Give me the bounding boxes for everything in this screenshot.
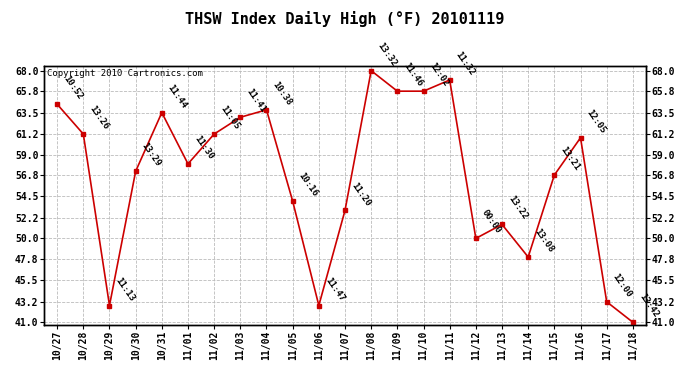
Text: THSW Index Daily High (°F) 20101119: THSW Index Daily High (°F) 20101119 bbox=[186, 11, 504, 27]
Text: 11:20: 11:20 bbox=[349, 180, 372, 208]
Text: 12:00: 12:00 bbox=[611, 272, 633, 299]
Text: 13:42: 13:42 bbox=[637, 292, 660, 320]
Text: 13:21: 13:21 bbox=[558, 145, 581, 172]
Text: 13:08: 13:08 bbox=[533, 227, 555, 254]
Text: 12:05: 12:05 bbox=[584, 108, 607, 135]
Text: Copyright 2010 Cartronics.com: Copyright 2010 Cartronics.com bbox=[47, 69, 203, 78]
Text: 11:41: 11:41 bbox=[244, 87, 267, 114]
Text: 13:22: 13:22 bbox=[506, 195, 529, 222]
Text: 00:00: 00:00 bbox=[480, 209, 503, 236]
Text: 12:02: 12:02 bbox=[428, 61, 451, 88]
Text: 13:32: 13:32 bbox=[375, 41, 398, 68]
Text: 10:16: 10:16 bbox=[297, 171, 319, 198]
Text: 11:05: 11:05 bbox=[218, 104, 241, 131]
Text: 13:26: 13:26 bbox=[88, 104, 110, 131]
Text: 13:29: 13:29 bbox=[140, 141, 163, 168]
Text: 11:30: 11:30 bbox=[192, 134, 215, 161]
Text: 11:32: 11:32 bbox=[454, 50, 477, 77]
Text: 11:44: 11:44 bbox=[166, 82, 189, 110]
Text: 11:47: 11:47 bbox=[323, 276, 346, 303]
Text: 11:46: 11:46 bbox=[402, 61, 424, 88]
Text: 11:13: 11:13 bbox=[114, 276, 137, 303]
Text: 10:38: 10:38 bbox=[270, 80, 293, 107]
Text: 10:52: 10:52 bbox=[61, 74, 84, 102]
